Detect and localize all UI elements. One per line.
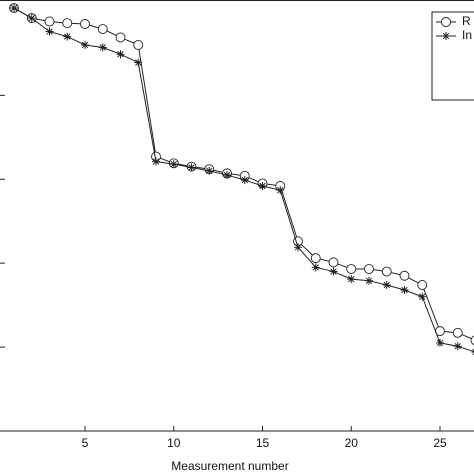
legend-label: In <box>462 28 472 42</box>
x-axis-label: Measurement number <box>171 459 288 473</box>
marker <box>169 160 178 169</box>
marker <box>365 276 373 285</box>
plot-frame <box>0 0 474 432</box>
marker <box>80 19 90 29</box>
marker <box>418 292 427 301</box>
marker <box>452 327 463 338</box>
marker <box>294 243 302 252</box>
marker <box>346 264 357 274</box>
marker <box>364 264 374 274</box>
marker <box>442 32 450 40</box>
marker <box>223 171 231 180</box>
marker <box>81 40 89 49</box>
marker <box>187 163 196 172</box>
marker <box>328 257 339 268</box>
marker <box>63 32 72 41</box>
marker <box>98 43 107 52</box>
marker <box>470 335 474 346</box>
marker <box>240 176 249 185</box>
marker <box>44 16 55 27</box>
marker <box>311 263 320 272</box>
marker <box>329 267 338 276</box>
marker <box>97 24 108 34</box>
marker <box>134 58 143 67</box>
marker <box>133 40 144 50</box>
x-tick-label: 5 <box>82 436 89 450</box>
marker <box>310 253 321 264</box>
x-tick-label: 10 <box>167 436 181 450</box>
marker <box>116 50 125 59</box>
x-tick-label: 15 <box>256 436 270 450</box>
marker <box>276 186 285 195</box>
marker <box>436 338 444 347</box>
marker <box>258 181 267 190</box>
marker <box>399 270 410 281</box>
marker <box>27 14 36 23</box>
marker <box>453 342 462 351</box>
legend-box <box>431 11 474 101</box>
marker <box>10 4 18 13</box>
marker <box>62 18 73 29</box>
legend-label: R <box>462 14 471 28</box>
marker <box>115 32 126 43</box>
marker <box>347 275 356 284</box>
marker <box>417 280 428 290</box>
marker <box>205 166 214 175</box>
marker <box>441 17 451 27</box>
marker <box>400 286 409 295</box>
marker <box>152 157 160 166</box>
x-tick-label: 20 <box>345 436 359 450</box>
marker <box>45 27 54 36</box>
x-tick-label: 25 <box>433 436 447 450</box>
marker <box>382 280 391 289</box>
marker <box>381 266 392 277</box>
